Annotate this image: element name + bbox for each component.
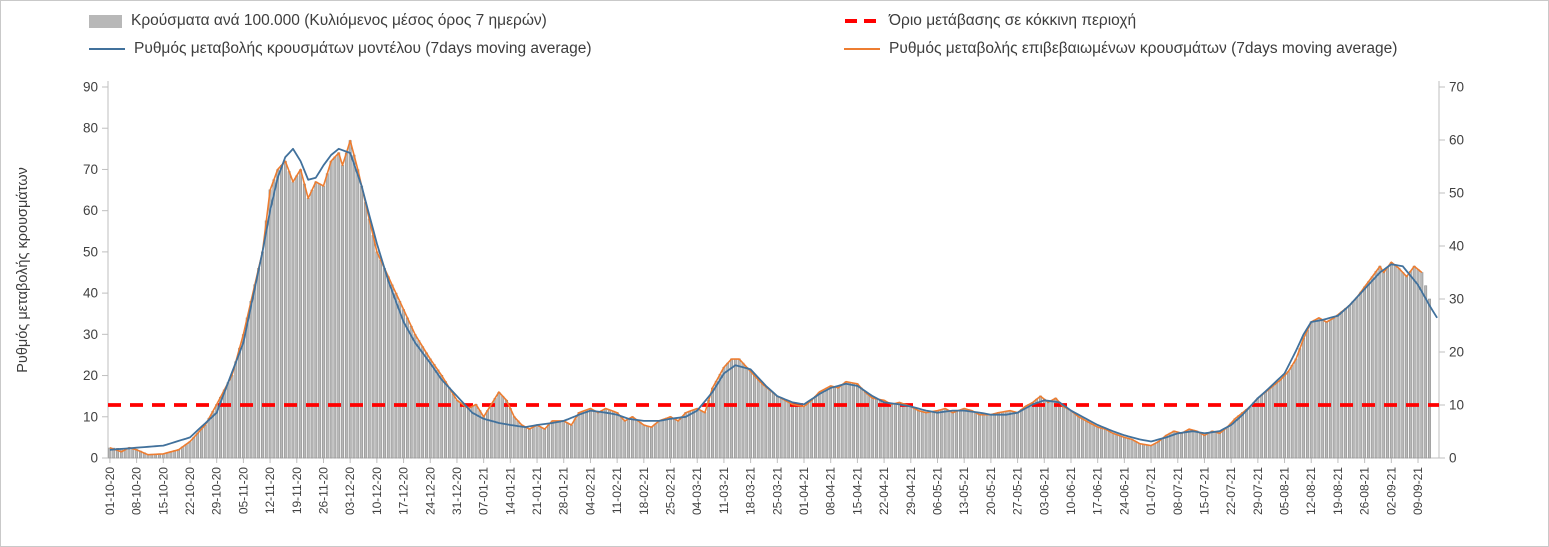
y-left-tick-label: 10 [83, 409, 98, 424]
legend-item-threshold: Όριο μετάβασης σε κόκκινη περιοχή [844, 11, 1136, 31]
x-tick-label: 06-05-21 [930, 467, 944, 515]
x-tick-label: 13-05-21 [957, 467, 971, 515]
x-tick-label: 17-06-21 [1091, 467, 1105, 515]
y-left-tick-label: 0 [90, 451, 98, 466]
x-tick-label: 22-04-21 [877, 467, 891, 515]
x-tick-label: 07-01-21 [477, 467, 491, 515]
y-right-tick-label: 70 [1449, 80, 1464, 95]
x-tick-label: 24-06-21 [1117, 467, 1131, 515]
x-tick-label: 29-07-21 [1251, 467, 1265, 515]
x-tick-label: 05-08-21 [1278, 467, 1292, 515]
x-tick-label: 10-12-20 [370, 467, 384, 515]
x-tick-label: 27-05-21 [1011, 467, 1025, 515]
x-tick-label: 12-08-21 [1304, 467, 1318, 515]
x-tick-label: 17-12-20 [397, 467, 411, 515]
x-tick-label: 01-10-20 [103, 467, 117, 515]
x-tick-label: 29-04-21 [904, 467, 918, 515]
x-tick-label: 29-10-20 [210, 467, 224, 515]
x-tick-label: 18-02-21 [637, 467, 651, 515]
y-right-tick-label: 40 [1449, 239, 1464, 254]
model-line-swatch [89, 48, 125, 50]
x-tick-label: 21-01-21 [530, 467, 544, 515]
x-tick-label: 15-04-21 [850, 467, 864, 515]
x-tick-label: 19-08-21 [1331, 467, 1345, 515]
y-left-tick-label: 50 [83, 244, 98, 259]
legend-item-confirmed: Ρυθμός μεταβολής επιβεβαιωμένων κρουσμάτ… [844, 39, 1397, 59]
bars-series [108, 140, 1431, 459]
x-tick-label: 08-10-20 [130, 467, 144, 515]
legend-item-cases: Κρούσματα ανά 100.000 (Κυλιόμενος μέσος … [89, 11, 547, 31]
legend-label-model: Ρυθμός μεταβολής κρουσμάτων μοντέλου (7d… [134, 40, 592, 57]
x-tick-label: 25-02-21 [664, 467, 678, 515]
y-left-tick-label: 80 [83, 121, 98, 136]
model-line [109, 147, 1438, 451]
x-tick-label: 11-02-21 [610, 467, 624, 514]
y-right-tick-label: 20 [1449, 345, 1464, 360]
x-tick-label: 09-09-21 [1411, 467, 1425, 515]
y-right-tick-label: 50 [1449, 186, 1464, 201]
x-tick-label: 04-03-21 [690, 467, 704, 515]
x-tick-label: 05-11-20 [236, 467, 250, 514]
x-tick-label: 08-07-21 [1171, 467, 1185, 515]
y-left-tick-label: 90 [83, 80, 98, 95]
x-tick-label: 03-12-20 [343, 467, 357, 515]
x-tick-label: 26-11-20 [316, 467, 330, 514]
legend-item-model: Ρυθμός μεταβολής κρουσμάτων μοντέλου (7d… [89, 39, 592, 59]
legend-label-cases: Κρούσματα ανά 100.000 (Κυλιόμενος μέσος … [131, 12, 547, 29]
y-left-tick-label: 20 [83, 368, 98, 383]
confirmed-line-swatch [844, 48, 880, 50]
x-tick-label: 31-12-20 [450, 467, 464, 515]
x-tick-label: 04-02-21 [583, 467, 597, 515]
y-left-tick-label: 70 [83, 162, 98, 177]
x-tick-label: 14-01-21 [503, 467, 517, 515]
y-right-tick-label: 30 [1449, 292, 1464, 307]
y-right-tick-label: 60 [1449, 133, 1464, 148]
x-tick-label: 01-04-21 [797, 467, 811, 515]
y-left-tick-label: 60 [83, 203, 98, 218]
x-tick-label: 18-03-21 [744, 467, 758, 515]
threshold-swatch [845, 19, 879, 23]
x-tick-label: 19-11-20 [290, 467, 304, 514]
y-left-tick-label: 30 [83, 327, 98, 342]
y-left-tick-label: 40 [83, 286, 98, 301]
bar-series-swatch [89, 14, 122, 28]
x-tick-label: 10-06-21 [1064, 467, 1078, 515]
x-tick-label: 08-04-21 [824, 467, 838, 515]
x-tick-label: 15-07-21 [1197, 467, 1211, 515]
x-tick-label: 11-03-21 [717, 467, 731, 514]
x-tick-label: 26-08-21 [1358, 467, 1372, 515]
y-right-tick-label: 10 [1449, 398, 1464, 413]
x-tick-label: 01-07-21 [1144, 467, 1158, 515]
x-tick-label: 25-03-21 [770, 467, 784, 515]
legend-label-confirmed: Ρυθμός μεταβολής επιβεβαιωμένων κρουσμάτ… [889, 40, 1398, 57]
y-right-tick-label: 0 [1449, 451, 1457, 466]
x-tick-label: 12-11-20 [263, 467, 277, 514]
x-tick-label: 22-07-21 [1224, 467, 1238, 515]
x-tick-label: 03-06-21 [1037, 467, 1051, 515]
y-axis-title: Ρυθμός μεταβολής κρουσμάτων [15, 167, 31, 373]
legend-label-threshold: Όριο μετάβασης σε κόκκινη περιοχή [889, 12, 1137, 29]
x-tick-label: 22-10-20 [183, 467, 197, 515]
x-tick-label: 15-10-20 [156, 467, 170, 515]
x-tick-label: 28-01-21 [557, 467, 571, 515]
x-tick-label: 02-09-21 [1384, 467, 1398, 515]
x-tick-label: 20-05-21 [984, 467, 998, 515]
x-tick-label: 24-12-20 [423, 467, 437, 515]
